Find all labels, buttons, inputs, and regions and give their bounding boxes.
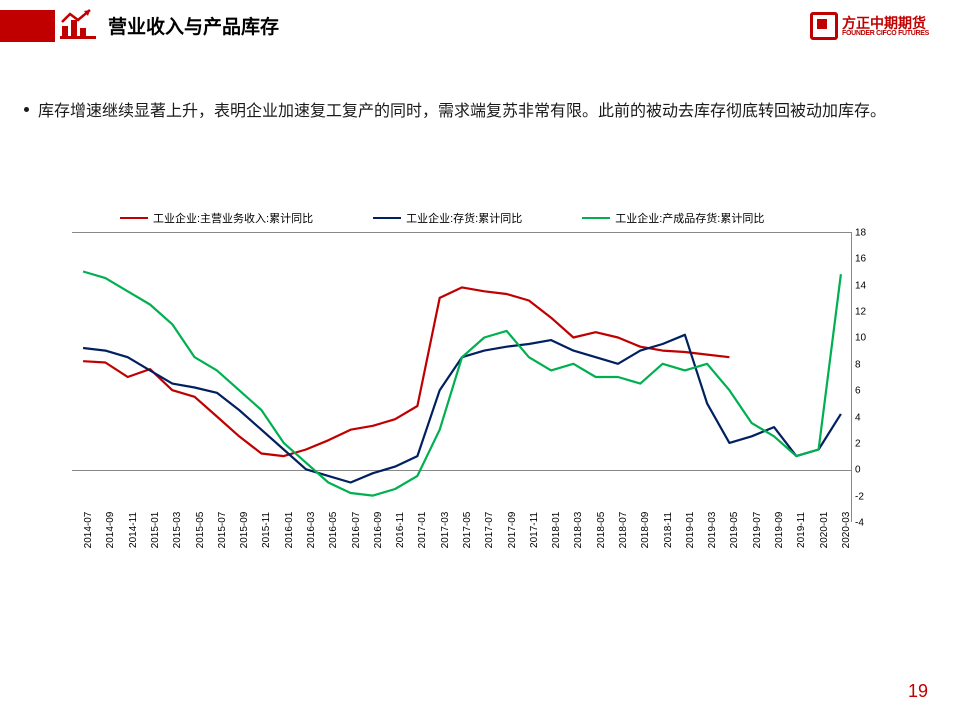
legend-item: 工业企业:主营业务收入:累计同比: [120, 210, 313, 226]
x-tick-label: 2019-07: [752, 512, 763, 549]
x-tick-label: 2016-01: [284, 512, 295, 549]
y-tick-label: 12: [855, 307, 879, 318]
x-tick-label: 2018-03: [573, 512, 584, 549]
page-number: 19: [908, 681, 928, 702]
paragraph-text: 库存增速继续显著上升，表明企业加速复工复产的同时，需求端复苏非常有限。此前的被动…: [38, 103, 886, 120]
logo-mark-icon: [810, 12, 838, 40]
x-tick-label: 2017-09: [507, 512, 518, 549]
x-tick-label: 2019-09: [774, 512, 785, 549]
legend-item: 工业企业:产成品存货:累计同比: [582, 210, 764, 226]
page-title: 营业收入与产品库存: [108, 12, 279, 39]
x-tick-label: 2014-11: [128, 512, 139, 548]
x-tick-label: 2017-05: [462, 512, 473, 549]
y-tick-label: 10: [855, 333, 879, 344]
header-accent-block: [0, 10, 55, 42]
logo-text-cn: 方正中期期货: [842, 16, 929, 30]
y-tick-label: 14: [855, 280, 879, 291]
x-tick-label: 2015-01: [150, 512, 161, 549]
x-tick-label: 2020-01: [819, 512, 830, 549]
x-tick-label: 2020-03: [841, 512, 852, 549]
x-tick-label: 2018-11: [663, 512, 674, 548]
x-tick-label: 2017-11: [529, 512, 540, 548]
x-tick-label: 2015-07: [217, 512, 228, 549]
y-tick-label: 0: [855, 465, 879, 476]
x-tick-label: 2016-09: [373, 512, 384, 549]
y-tick-label: 16: [855, 254, 879, 265]
x-tick-label: 2018-07: [618, 512, 629, 549]
x-tick-label: 2019-11: [796, 512, 807, 548]
legend-label: 工业企业:主营业务收入:累计同比: [153, 210, 313, 226]
chart-lines-svg: [72, 232, 852, 522]
x-tick-label: 2016-07: [351, 512, 362, 549]
series-line: [83, 272, 841, 496]
legend-swatch: [582, 217, 610, 220]
brand-logo: 方正中期期货 FOUNDER CIFCO FUTURES: [810, 8, 960, 44]
x-tick-label: 2015-09: [239, 512, 250, 549]
y-tick-label: 18: [855, 228, 879, 239]
x-tick-label: 2017-07: [484, 512, 495, 549]
legend-label: 工业企业:存货:累计同比: [406, 210, 522, 226]
x-tick-label: 2014-07: [83, 512, 94, 549]
x-tick-label: 2019-01: [685, 512, 696, 549]
x-tick-label: 2015-03: [172, 512, 183, 549]
x-tick-label: 2016-11: [395, 512, 406, 548]
y-tick-label: -4: [855, 518, 879, 529]
y-tick-label: 6: [855, 386, 879, 397]
legend-item: 工业企业:存货:累计同比: [373, 210, 522, 226]
body-paragraph: 库存增速继续显著上升，表明企业加速复工复产的同时，需求端复苏非常有限。此前的被动…: [38, 96, 924, 128]
x-tick-label: 2017-03: [440, 512, 451, 549]
x-tick-label: 2017-01: [417, 512, 428, 549]
y-tick-label: 4: [855, 412, 879, 423]
x-tick-label: 2019-03: [707, 512, 718, 549]
legend-label: 工业企业:产成品存货:累计同比: [615, 210, 764, 226]
y-tick-label: 8: [855, 359, 879, 370]
x-tick-label: 2018-05: [596, 512, 607, 549]
y-tick-label: -2: [855, 491, 879, 502]
x-tick-label: 2018-09: [640, 512, 651, 549]
line-chart: 工业企业:主营业务收入:累计同比 工业企业:存货:累计同比 工业企业:产成品存货:累…: [72, 210, 892, 630]
x-tick-label: 2018-01: [551, 512, 562, 549]
series-line: [83, 287, 729, 456]
x-tick-label: 2015-11: [261, 512, 272, 548]
x-tick-label: 2015-05: [195, 512, 206, 549]
x-tick-label: 2016-05: [328, 512, 339, 549]
chart-header-icon: [60, 8, 96, 45]
logo-text-en: FOUNDER CIFCO FUTURES: [842, 30, 929, 37]
y-tick-label: 2: [855, 438, 879, 449]
x-tick-label: 2014-09: [105, 512, 116, 549]
legend-swatch: [120, 217, 148, 220]
bullet-icon: [24, 107, 29, 112]
chart-legend: 工业企业:主营业务收入:累计同比 工业企业:存货:累计同比 工业企业:产成品存货:累…: [120, 210, 764, 226]
x-tick-label: 2016-03: [306, 512, 317, 549]
legend-swatch: [373, 217, 401, 220]
x-tick-label: 2019-05: [729, 512, 740, 549]
